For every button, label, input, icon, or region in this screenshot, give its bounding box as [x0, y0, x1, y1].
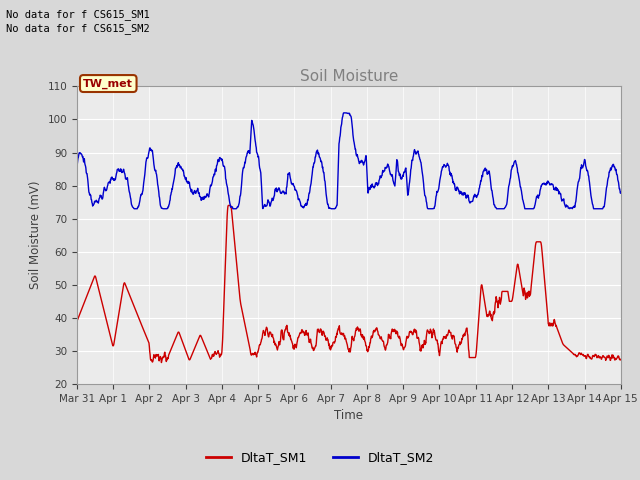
DltaT_SM2	[300, 204, 308, 210]
Text: No data for f CS615_SM2: No data for f CS615_SM2	[6, 23, 150, 34]
DltaT_SM1	[617, 357, 625, 362]
Line: DltaT_SM1: DltaT_SM1	[77, 205, 621, 362]
DltaT_SM1	[570, 351, 577, 357]
DltaT_SM2	[433, 189, 441, 194]
DltaT_SM2	[287, 177, 294, 182]
DltaT_SM2	[617, 189, 625, 195]
Line: DltaT_SM2: DltaT_SM2	[77, 113, 621, 209]
DltaT_SM2	[340, 110, 348, 116]
DltaT_SM2	[522, 206, 530, 212]
DltaT_SM2	[159, 206, 167, 212]
DltaT_SM1	[193, 339, 201, 345]
Y-axis label: Soil Moisture (mV): Soil Moisture (mV)	[29, 181, 42, 289]
DltaT_SM1	[300, 330, 308, 336]
DltaT_SM2	[570, 204, 577, 210]
Title: Soil Moisture: Soil Moisture	[300, 69, 398, 84]
DltaT_SM2	[193, 188, 201, 193]
Text: No data for f CS615_SM1: No data for f CS615_SM1	[6, 9, 150, 20]
Text: TW_met: TW_met	[83, 78, 133, 89]
DltaT_SM1	[73, 318, 81, 324]
DltaT_SM2	[73, 162, 81, 168]
DltaT_SM1	[225, 203, 232, 208]
DltaT_SM1	[522, 292, 530, 298]
DltaT_SM1	[433, 337, 441, 343]
X-axis label: Time: Time	[334, 409, 364, 422]
DltaT_SM1	[287, 336, 295, 342]
DltaT_SM1	[157, 360, 165, 365]
Legend: DltaT_SM1, DltaT_SM2: DltaT_SM1, DltaT_SM2	[201, 446, 439, 469]
